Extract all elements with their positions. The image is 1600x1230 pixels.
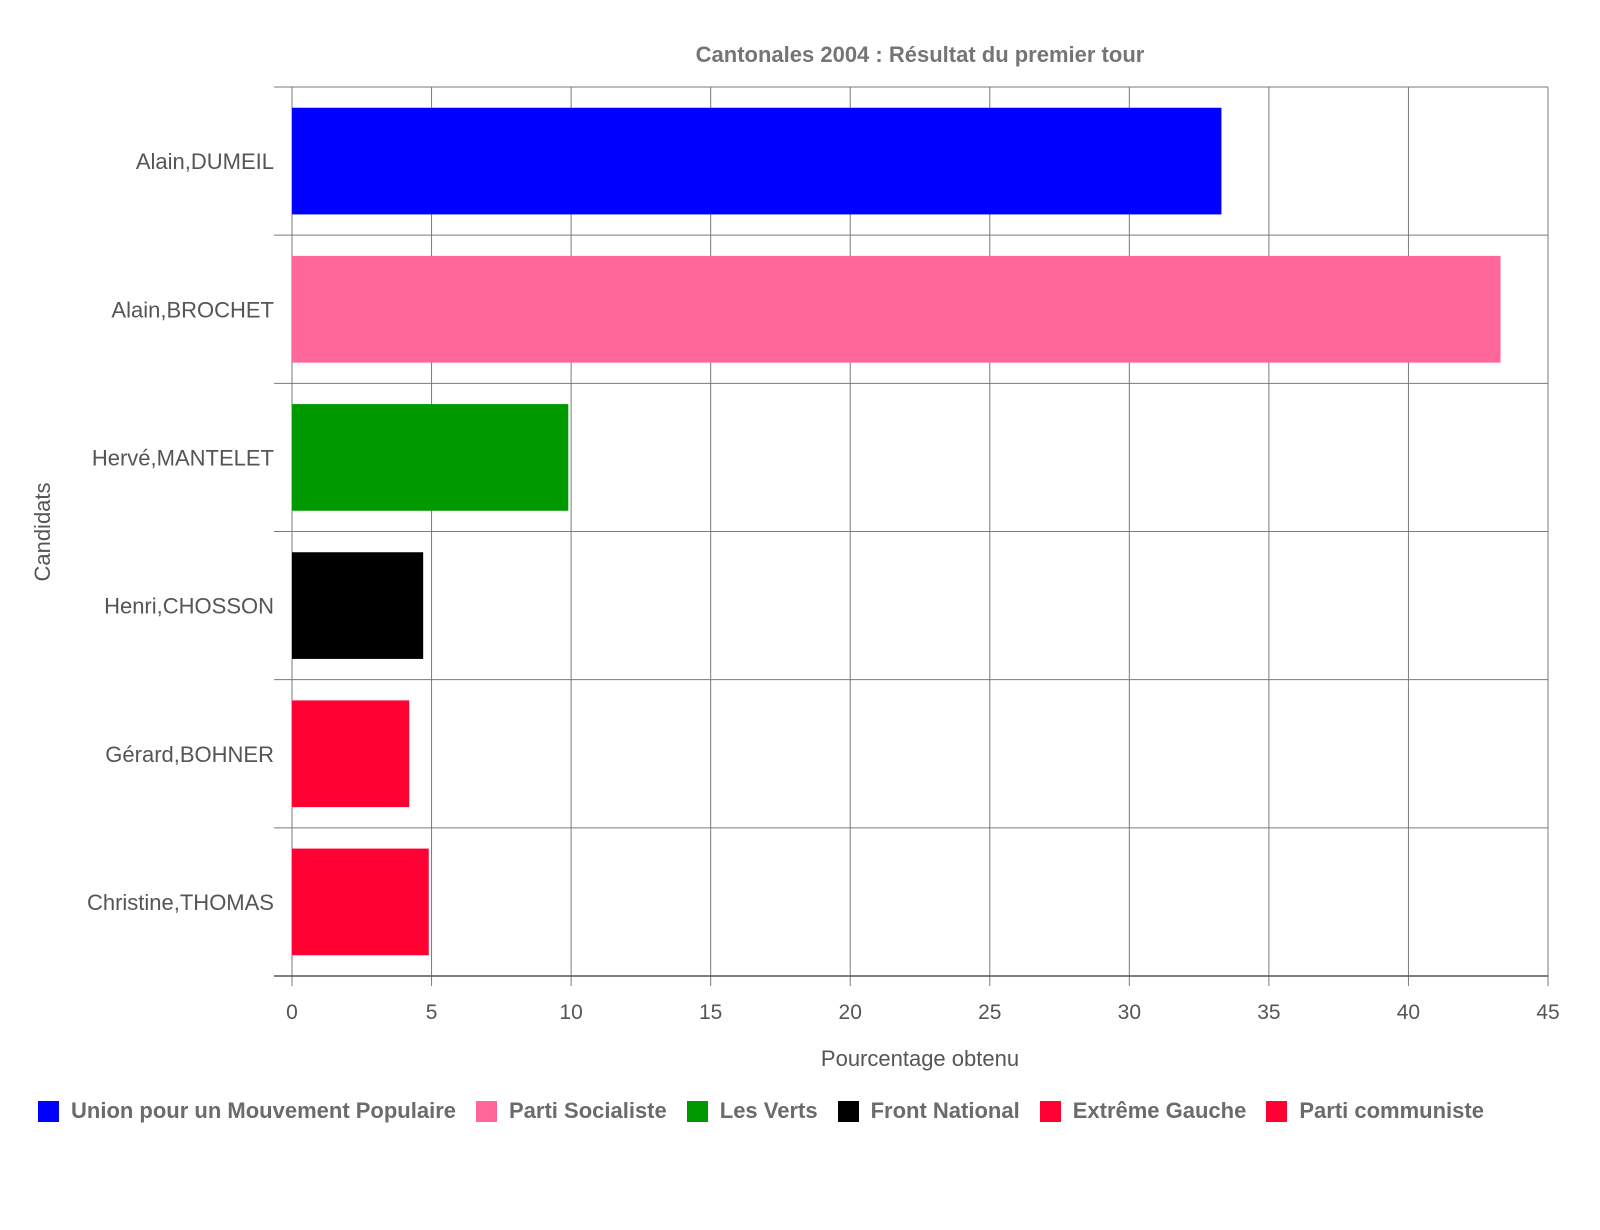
legend-item[interactable]: Parti communiste [1266,1096,1484,1126]
legend-item[interactable]: Extrême Gauche [1039,1096,1247,1126]
bar[interactable] [292,700,410,808]
legend-item[interactable]: Front National [837,1096,1020,1126]
legend: Union pour un Mouvement Populaire Parti S… [38,1096,1558,1126]
x-tick-labels: 0 5 10 15 20 25 30 35 40 45 [286,1001,1560,1024]
x-tick-label: 10 [559,1001,582,1024]
category-label: Hervé,MANTELET [92,445,274,470]
category-label: Christine,THOMAS [87,890,274,915]
legend-label: Union pour un Mouvement Populaire [71,1098,456,1123]
bar[interactable] [292,848,429,956]
legend-label: Extrême Gauche [1072,1098,1247,1123]
bar[interactable] [292,107,1222,215]
legend-label: Parti communiste [1299,1098,1484,1123]
bars [292,107,1501,956]
category-label: Gérard,BOHNER [105,742,274,767]
x-tick-label: 0 [286,1001,298,1024]
category-label: Alain,BROCHET [111,297,274,322]
x-tick-label: 25 [978,1001,1001,1024]
x-tick-label: 35 [1257,1001,1280,1024]
bar-chart: Cantonales 2004 : Résultat du premier to… [30,42,1560,1071]
x-tick-label: 45 [1536,1001,1559,1024]
legend-item[interactable]: Les Verts [686,1096,818,1126]
legend-swatch [1039,1100,1061,1122]
x-tick-label: 15 [699,1001,722,1024]
legend-swatch [38,1100,59,1122]
bar[interactable] [292,552,424,659]
x-tick-label: 20 [839,1001,862,1024]
y-axis-title: Candidats [30,482,55,581]
chart-title: Cantonales 2004 : Résultat du premier to… [696,42,1145,67]
legend-item[interactable]: Union pour un Mouvement Populaire [38,1096,456,1126]
legend-item[interactable]: Parti Socialiste [476,1096,667,1126]
category-labels: Alain,DUMEIL Alain,BROCHET Hervé,MANTELET H… [87,149,274,915]
legend-label: Front National [870,1098,1020,1123]
x-tick-label: 5 [426,1001,438,1024]
legend-swatch [686,1100,708,1122]
category-label: Henri,CHOSSON [104,594,274,619]
x-tick-label: 40 [1397,1001,1420,1024]
legend-label: Parti Socialiste [509,1098,667,1123]
legend-swatch [837,1100,859,1122]
grid [274,86,1549,986]
x-tick-label: 30 [1118,1001,1141,1024]
category-label: Alain,DUMEIL [136,149,274,174]
legend-swatch [1266,1100,1288,1122]
legend-label: Les Verts [719,1098,818,1123]
legend-swatch [476,1100,497,1122]
bar[interactable] [292,255,1501,363]
x-axis-title: Pourcentage obtenu [821,1046,1019,1071]
bar[interactable] [292,404,569,511]
